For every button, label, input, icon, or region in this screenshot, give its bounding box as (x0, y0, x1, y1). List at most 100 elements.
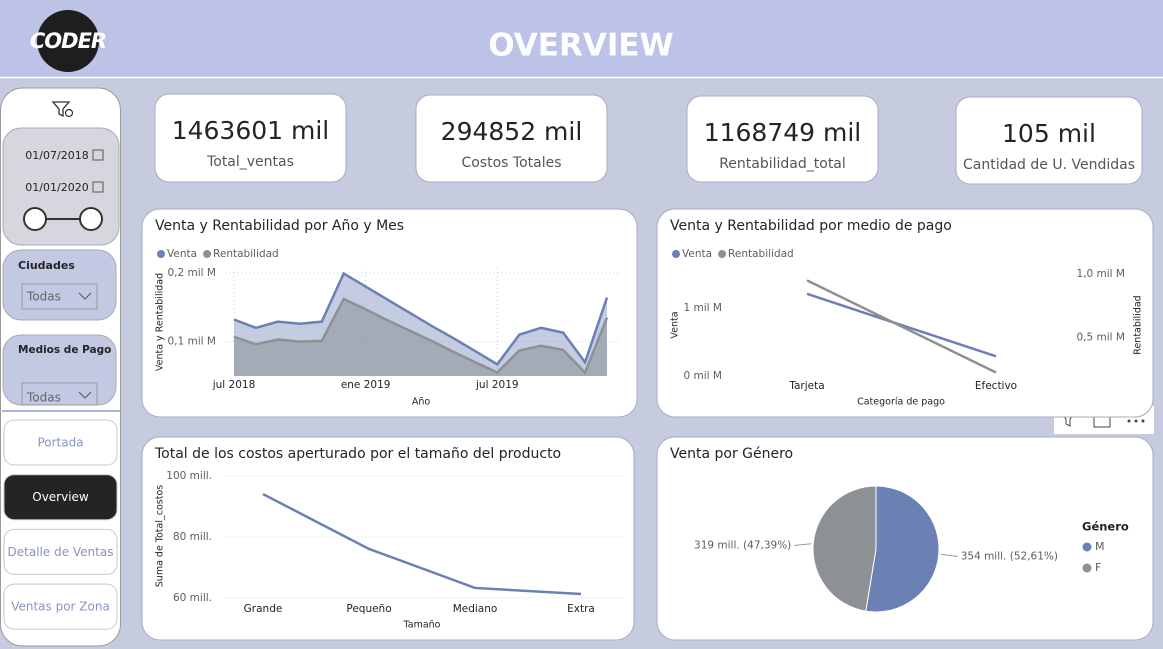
y2-tick-label: 0,5 mil M (1077, 332, 1126, 344)
pie-slice[interactable] (812, 485, 877, 612)
legend-label[interactable]: Rentabilidad (728, 248, 794, 260)
y-axis-title: Suma de Total_costos (155, 485, 166, 588)
x-tick-label: jul 2018 (212, 379, 256, 391)
legend-swatch (718, 250, 727, 258)
slider-handle[interactable] (79, 207, 103, 231)
nav-button[interactable] (3, 583, 118, 630)
legend-swatch (672, 250, 680, 258)
cities-slicer (2, 249, 117, 321)
clear-filters-icon[interactable] (51, 101, 71, 118)
chart-title: Venta y Rentabilidad por medio de pago (670, 218, 952, 234)
x-tick-label: Efectivo (975, 380, 1017, 392)
x-tick-label: Pequeño (346, 603, 391, 615)
legend-label[interactable]: Venta (167, 248, 197, 260)
y2-tick-label: 1,0 mil M (1077, 268, 1126, 280)
data-label: 319 mill. (47,39%) (694, 540, 791, 552)
y-tick-label: 0 mil M (684, 370, 722, 382)
y-tick-label: 1 mil M (684, 302, 722, 314)
x-tick-label: Extra (567, 603, 595, 615)
x-axis-title: Categoría de pago (857, 397, 945, 408)
slicer-label: Ciudades (18, 259, 75, 272)
kpi-value: 105 mil (1002, 119, 1096, 148)
kpi-label: Total_ventas (206, 154, 294, 170)
y2-axis-title: Rentabilidad (1133, 295, 1144, 354)
header-band (0, 0, 1163, 77)
kpi-value: 294852 mil (441, 117, 583, 146)
legend-swatch (203, 250, 212, 258)
more-icon[interactable] (1127, 419, 1131, 423)
date-to[interactable]: 01/01/2020 (25, 181, 88, 194)
calendar-icon[interactable] (92, 149, 104, 161)
pie-slice[interactable] (865, 485, 940, 613)
calendar-icon[interactable] (92, 181, 104, 193)
legend-label[interactable]: Venta (682, 248, 712, 260)
more-icon[interactable] (1141, 419, 1145, 423)
chart-card (656, 208, 1154, 418)
data-label: 354 mill. (52,61%) (961, 550, 1058, 562)
y-tick-label: 80 mill. (173, 531, 212, 543)
chevron (78, 391, 92, 399)
logo-text: CODER (30, 29, 106, 53)
chart-title: Venta y Rentabilidad por Año y Mes (155, 218, 404, 234)
chevron (78, 292, 92, 300)
dropdown-value[interactable]: Todas (26, 391, 61, 405)
line (233, 271, 609, 366)
kpi-label: Costos Totales (461, 155, 561, 171)
nav-label[interactable]: Overview (32, 490, 89, 504)
dropdown[interactable] (21, 382, 98, 406)
chart-title: Venta por Género (670, 446, 793, 462)
legend-swatch (157, 250, 165, 258)
y-tick-label: 0,1 mil M (168, 336, 217, 348)
date-from[interactable]: 01/07/2018 (25, 149, 88, 162)
line (806, 279, 997, 374)
nav-button[interactable] (3, 528, 118, 575)
y-tick-label: 100 mill. (166, 470, 212, 482)
kpi-card (154, 93, 347, 183)
page-title: OVERVIEW (488, 28, 673, 64)
slider-handle[interactable] (23, 207, 47, 231)
y-tick-label: 0,2 mil M (168, 267, 217, 279)
dropdown-value[interactable]: Todas (26, 290, 61, 304)
x-tick-label: Grande (244, 603, 283, 615)
kpi-label: Rentabilidad_total (719, 156, 846, 172)
x-tick-label: Mediano (453, 603, 498, 615)
x-tick-label: jul 2019 (475, 379, 519, 391)
slicer-label: Medios de Pago (18, 344, 111, 356)
more-icon[interactable] (1134, 419, 1138, 423)
x-axis-title: Tamaño (403, 620, 441, 631)
legend-label[interactable]: F (1095, 561, 1101, 574)
x-tick-label: Tarjeta (788, 380, 824, 392)
line (806, 292, 997, 358)
y-tick-label: 60 mill. (173, 592, 212, 604)
chart-title: Total de los costos aperturado por el ta… (154, 446, 561, 462)
legend-swatch (1082, 563, 1092, 573)
legend-label[interactable]: M (1095, 540, 1105, 553)
x-tick-label: ene 2019 (341, 379, 391, 391)
logo (37, 10, 99, 72)
dropdown[interactable] (21, 283, 98, 310)
legend-swatch (1082, 542, 1092, 552)
clear-filters-badge (64, 108, 74, 118)
nav-button[interactable] (3, 474, 118, 521)
kpi-card (415, 94, 608, 183)
y-axis-title: Venta (670, 311, 681, 338)
leader-line (940, 553, 958, 557)
nav-button[interactable] (3, 419, 118, 466)
nav-label[interactable]: Portada (37, 436, 83, 450)
kpi-label: Cantidad de U. Vendidas (963, 157, 1135, 173)
kpi-card (686, 95, 879, 183)
kpi-value: 1168749 mil (704, 118, 862, 147)
kpi-card (955, 96, 1143, 185)
kpi-value: 1463601 mil (172, 116, 330, 145)
nav-label[interactable]: Ventas por Zona (11, 600, 110, 614)
legend-label[interactable]: Rentabilidad (213, 248, 279, 260)
line (262, 492, 582, 596)
legend-title: Género (1082, 520, 1129, 534)
leader-line (794, 543, 812, 547)
y-axis-title: Venta y Rentabilidad (155, 273, 166, 371)
x-axis-title: Año (412, 397, 431, 408)
line (233, 297, 609, 375)
nav-label[interactable]: Detalle de Ventas (8, 545, 114, 559)
